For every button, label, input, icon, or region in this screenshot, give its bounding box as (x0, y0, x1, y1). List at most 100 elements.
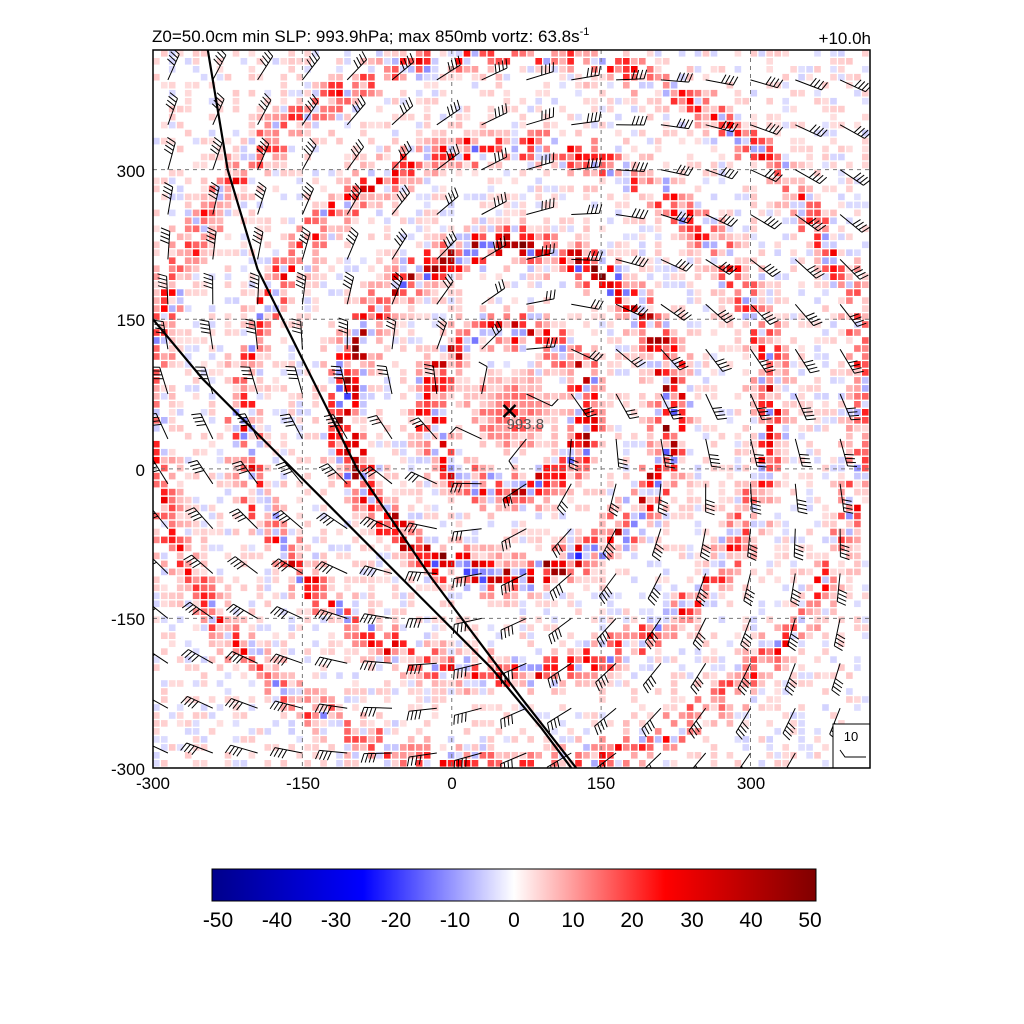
vorticity-cell (742, 736, 750, 743)
vorticity-cell (296, 313, 303, 320)
vorticity-cell (806, 440, 813, 448)
vorticity-cell (256, 233, 264, 241)
vorticity-cell (854, 560, 861, 568)
vorticity-cell (447, 66, 455, 73)
vorticity-cell (726, 464, 734, 472)
vorticity-cell (224, 472, 232, 480)
vorticity-cell (320, 257, 327, 264)
vorticity-cell (296, 528, 303, 536)
vorticity-cell (758, 305, 766, 312)
vorticity-cell (710, 217, 718, 225)
vorticity-cell (288, 401, 295, 408)
vorticity-cell (790, 217, 797, 225)
vorticity-cell (463, 560, 471, 568)
vorticity-cell (583, 712, 590, 719)
vorticity-cell (431, 289, 439, 296)
vorticity-cell (431, 480, 439, 488)
vorticity-cell (607, 281, 614, 288)
vorticity-cell (447, 456, 455, 464)
vorticity-cell (662, 528, 670, 536)
vorticity-cell (407, 233, 415, 241)
vorticity-cell (344, 496, 351, 504)
vorticity-cell (559, 720, 566, 727)
vorticity-cell (678, 169, 686, 177)
vorticity-cell (615, 313, 622, 320)
vorticity-cell (662, 632, 670, 639)
vorticity-cell (846, 337, 853, 344)
vorticity-cell (312, 752, 319, 759)
vorticity-cell (798, 680, 805, 687)
wind-barb (153, 366, 169, 395)
vorticity-cell (758, 704, 766, 711)
vorticity-cell (782, 440, 789, 448)
vorticity-cell (662, 656, 670, 663)
wind-barb (291, 318, 303, 350)
vorticity-cell (551, 161, 558, 169)
vorticity-cell (790, 672, 797, 679)
vorticity-cell (631, 177, 638, 185)
vorticity-cell (376, 50, 383, 57)
vorticity-cell (184, 544, 192, 552)
vorticity-cell (623, 401, 630, 408)
vorticity-cell (336, 58, 343, 65)
vorticity-cell (304, 608, 311, 615)
vorticity-cell (798, 544, 805, 552)
vorticity-cell (527, 432, 534, 440)
vorticity-cell (320, 337, 327, 344)
vorticity-cell (790, 656, 797, 663)
vorticity-cell (511, 50, 519, 57)
wind-barb (833, 618, 846, 652)
vorticity-cell (264, 744, 272, 751)
vorticity-cell (567, 409, 574, 416)
vorticity-cell (168, 297, 176, 304)
vorticity-cell (599, 616, 606, 623)
vorticity-cell (256, 353, 264, 360)
vorticity-cell (543, 337, 550, 344)
vorticity-cell (774, 153, 781, 161)
vorticity-cell (296, 576, 303, 584)
wind-barb (699, 528, 712, 562)
vorticity-cell (535, 361, 542, 368)
vorticity-cell (631, 552, 638, 560)
vorticity-cell (519, 193, 527, 201)
vorticity-cell (184, 345, 192, 352)
vorticity-cell (439, 281, 447, 288)
vorticity-cell (766, 672, 773, 679)
vorticity-cell (208, 249, 216, 256)
vorticity-cell (519, 624, 527, 631)
vorticity-cell (455, 153, 463, 161)
vorticity-cell (248, 353, 256, 360)
vorticity-cell (192, 249, 200, 256)
vorticity-cell (694, 265, 702, 272)
vorticity-cell (153, 720, 160, 727)
vorticity-cell (407, 440, 415, 448)
vorticity-cell (352, 193, 359, 201)
vorticity-cell (407, 113, 415, 121)
vorticity-cell (551, 321, 558, 328)
vorticity-cell (607, 720, 614, 727)
vorticity-cell (384, 760, 391, 767)
vorticity-cell (280, 536, 288, 544)
vorticity-cell (678, 337, 686, 344)
vorticity-cell (639, 760, 646, 767)
vorticity-cell (646, 488, 654, 496)
vorticity-cell (352, 385, 359, 392)
vorticity-cell (415, 744, 423, 751)
vorticity-cell (360, 201, 367, 209)
vorticity-cell (575, 472, 582, 480)
vorticity-cell (344, 353, 351, 360)
vorticity-cell (304, 696, 311, 703)
vorticity-cell (678, 616, 686, 623)
vorticity-cell (312, 672, 319, 679)
vorticity-cell (631, 97, 638, 105)
vorticity-cell (575, 528, 582, 536)
vorticity-cell (376, 664, 383, 671)
vorticity-cell (272, 456, 280, 464)
vorticity-cell (854, 512, 861, 520)
vorticity-cell (838, 544, 845, 552)
vorticity-cell (168, 113, 176, 121)
wind-barb (836, 573, 848, 606)
vorticity-cell (607, 169, 614, 177)
vorticity-cell (296, 432, 303, 440)
vorticity-cell (774, 496, 781, 504)
